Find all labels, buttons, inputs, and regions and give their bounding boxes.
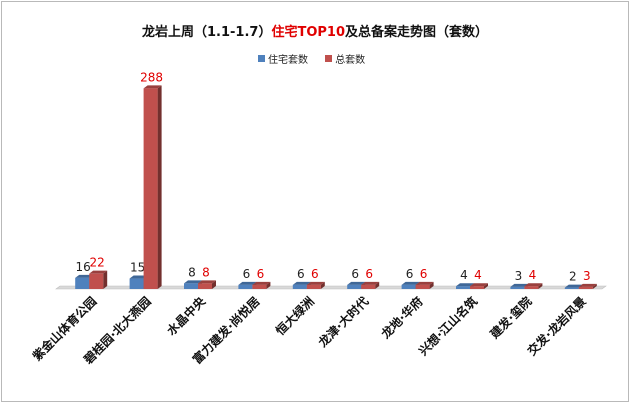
bar-top: [510, 283, 529, 287]
bar-top: [292, 281, 311, 285]
category-label: 恒大绿洲: [272, 294, 317, 339]
bar: [143, 88, 158, 289]
chart-legend: 住宅套数 总套数: [258, 51, 379, 66]
bar-top: [75, 274, 94, 278]
bar-side: [266, 281, 271, 289]
category-label: 水晶中央: [164, 293, 209, 338]
data-label: 6: [297, 267, 305, 281]
bar-side: [212, 280, 216, 289]
bar: [252, 284, 267, 289]
bar-side: [157, 85, 162, 289]
bar-side: [320, 281, 325, 289]
legend-swatch-total: [325, 55, 333, 62]
data-label: 22: [90, 256, 105, 270]
data-label: 8: [202, 265, 210, 279]
bar-top: [184, 280, 202, 284]
bar: [456, 286, 470, 289]
bar: [306, 284, 321, 289]
data-label: 6: [311, 267, 319, 281]
data-label: 288: [140, 70, 163, 84]
bar-top: [238, 281, 257, 285]
category-label: 龙津·大时代: [315, 294, 371, 350]
legend-label-total: 总套数: [335, 55, 366, 66]
chart-title-highlight: 住宅TOP10: [271, 25, 345, 40]
bar-top: [524, 283, 543, 287]
bar-side: [538, 283, 543, 289]
data-label: 3: [583, 269, 591, 283]
legend-item-residential: 住宅套数: [258, 51, 308, 66]
legend-item-total: 总套数: [325, 51, 365, 66]
chart-title-pre: 龙岩上周（1.1-1.7）: [141, 25, 272, 40]
data-label: 6: [365, 267, 373, 281]
bar-top: [456, 283, 474, 287]
bar: [415, 284, 430, 289]
legend-swatch-residential: [258, 55, 265, 62]
bar: [361, 284, 376, 289]
bar: [184, 283, 198, 289]
data-label: 16: [76, 260, 91, 274]
data-label: 6: [406, 267, 414, 281]
bar-top: [89, 270, 108, 274]
legend-label-residential: 住宅套数: [268, 55, 308, 66]
bar: [564, 287, 579, 289]
bar-top: [306, 281, 325, 285]
bar-side: [429, 281, 434, 289]
data-label: 3: [515, 269, 523, 283]
chart-title-post: 及总备案走势图（套数）: [345, 25, 489, 40]
bar-side: [375, 281, 380, 289]
data-label: 8: [188, 265, 196, 279]
bar-top: [470, 283, 488, 287]
data-label: 6: [420, 267, 428, 281]
data-label: 15: [130, 261, 145, 275]
data-label: 4: [460, 268, 468, 282]
bar-top: [252, 281, 271, 285]
bar-side: [592, 283, 597, 289]
data-label: 2: [569, 270, 577, 284]
bar-side: [103, 270, 108, 289]
chart-title: 龙岩上周（1.1-1.7）住宅TOP10及总备案走势图（套数）: [0, 21, 630, 40]
bar-top: [143, 85, 162, 89]
bar: [198, 283, 212, 289]
bar: [470, 286, 484, 289]
bar: [238, 284, 253, 289]
bar-top: [415, 281, 434, 285]
data-label: 4: [474, 268, 482, 282]
data-label: 6: [351, 267, 359, 281]
category-label: 建发·玺院: [486, 294, 534, 342]
bar: [347, 284, 362, 289]
bar-top: [198, 280, 216, 284]
bar-top: [564, 284, 583, 288]
category-label: 龙地·华府: [378, 294, 426, 342]
bar: [524, 286, 539, 289]
bar: [510, 286, 525, 289]
bar: [292, 284, 307, 289]
bar-top: [401, 281, 420, 285]
bar-side: [484, 283, 488, 289]
bar-top: [578, 283, 597, 287]
bar: [89, 273, 104, 289]
data-label: 4: [529, 268, 537, 282]
bar-top: [347, 281, 366, 285]
bar: [129, 278, 144, 289]
bar: [578, 286, 593, 289]
bar: [401, 284, 416, 289]
category-label: 交发·龙岩风景: [524, 294, 589, 359]
data-label: 6: [243, 267, 251, 281]
data-label: 6: [257, 267, 265, 281]
bar-top: [129, 275, 148, 279]
bar-top: [361, 281, 380, 285]
category-label: 兴想·江山名筑: [415, 294, 480, 359]
bar: [75, 277, 90, 289]
